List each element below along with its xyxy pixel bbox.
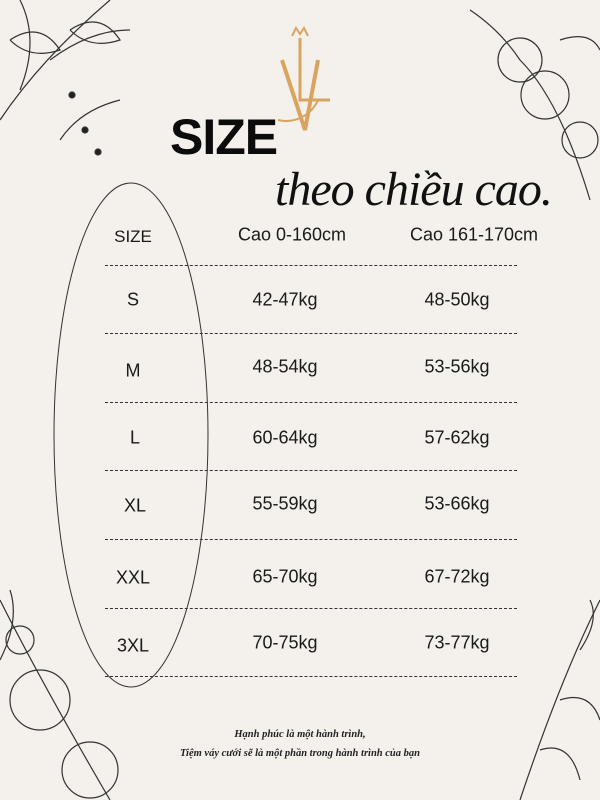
- weight-cell: 65-70kg: [252, 566, 318, 587]
- footer-line-2: Tiệm váy cưới sẽ là một phần trong hành …: [180, 748, 420, 759]
- size-label: M: [125, 360, 141, 381]
- divider: [105, 402, 517, 403]
- logo: [277, 26, 330, 131]
- weight-cell: 53-66kg: [424, 493, 490, 514]
- size-column-oval: [53, 182, 209, 688]
- page-title: SIZE: [170, 109, 278, 165]
- floral-bottom-left-icon: [0, 589, 119, 800]
- size-label: 3XL: [116, 635, 150, 656]
- header-size: SIZE: [114, 227, 152, 246]
- divider: [105, 539, 517, 540]
- divider: [105, 265, 517, 266]
- weight-cell: 57-62kg: [424, 427, 490, 448]
- page-subtitle: theo chiều cao.: [275, 163, 553, 216]
- weight-cell: 73-77kg: [424, 632, 490, 653]
- floral-top-right-icon: [469, 9, 600, 201]
- divider: [105, 470, 517, 471]
- weight-cell: 48-54kg: [252, 356, 318, 377]
- weight-cell: 70-75kg: [252, 632, 318, 653]
- divider: [105, 676, 517, 677]
- weight-cell: 67-72kg: [424, 566, 490, 587]
- floral-top-left-icon: [0, 0, 131, 156]
- size-label: XL: [123, 495, 147, 516]
- weight-cell: 42-47kg: [252, 289, 318, 310]
- weight-cell: 53-56kg: [424, 356, 490, 377]
- size-label: L: [129, 427, 141, 448]
- footer-line-1: Hạnh phúc là một hành trình,: [234, 729, 366, 740]
- floral-bottom-right-icon: [519, 599, 600, 800]
- footer-quote: Hạnh phúc là một hành trình, Tiệm váy cư…: [0, 725, 600, 763]
- header-height-2: Cao 161-170cm: [409, 224, 539, 245]
- size-label: XXL: [115, 567, 151, 588]
- weight-cell: 48-50kg: [424, 289, 490, 310]
- divider: [105, 608, 517, 609]
- weight-cell: 55-59kg: [252, 493, 318, 514]
- size-label: S: [126, 289, 140, 310]
- weight-cell: 60-64kg: [252, 427, 318, 448]
- header-height-1: Cao 0-160cm: [237, 224, 347, 245]
- divider: [105, 333, 517, 334]
